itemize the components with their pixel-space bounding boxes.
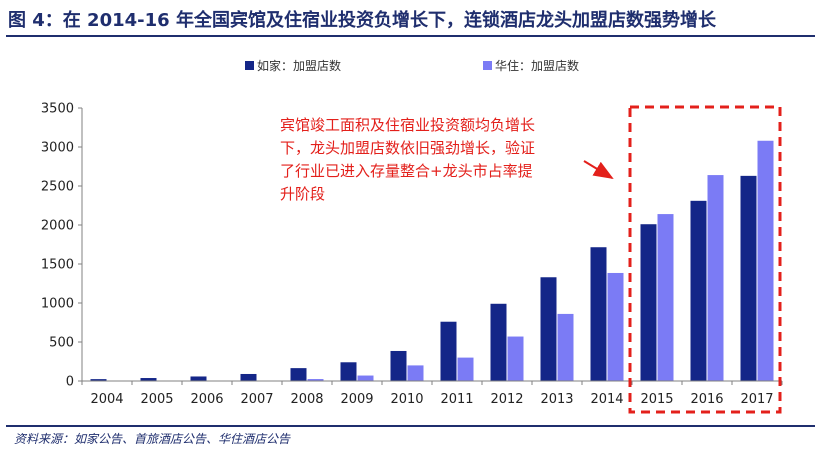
x-tick-label: 2007	[240, 392, 273, 407]
y-axis: 0 500 1000 1500 2000 2500 3000 3500	[41, 102, 83, 390]
y-tick-label: 2500	[41, 180, 74, 195]
x-tick-label: 2004	[90, 392, 123, 407]
legend-label: 如家：加盟店数	[257, 58, 341, 73]
x-tick-label: 2005	[140, 392, 173, 407]
bar-rujia	[140, 378, 157, 381]
y-tick-label: 500	[49, 336, 74, 351]
bars	[90, 140, 774, 381]
chart-title: 图 4：在 2014-16 年全国宾馆及住宿业投资负增长下，连锁酒店龙头加盟店数…	[8, 10, 716, 31]
y-tick-label: 3500	[41, 102, 74, 117]
bar-rujia	[690, 200, 707, 381]
legend-swatch	[245, 61, 254, 70]
bar-huazhu	[757, 140, 774, 381]
highlight-region	[583, 105, 782, 414]
x-tick-label: 2010	[390, 392, 423, 407]
x-tick-label: 2013	[540, 392, 573, 407]
y-tick-label: 0	[66, 375, 74, 390]
bar-huazhu	[307, 379, 324, 381]
bar-huazhu	[357, 375, 374, 381]
y-tick-label: 3000	[41, 141, 74, 156]
x-tick-label: 2015	[640, 392, 673, 407]
bar-huazhu	[457, 357, 474, 381]
source-note: 资料来源：如家公告、首旅酒店公告、华住酒店公告	[14, 432, 291, 446]
x-tick-label: 2006	[190, 392, 223, 407]
bar-rujia	[290, 368, 307, 381]
y-tick-label: 1000	[41, 297, 74, 312]
bar-rujia	[490, 303, 507, 381]
y-tick-label: 1500	[41, 258, 74, 273]
bar-rujia	[390, 350, 407, 381]
legend-swatch	[483, 61, 492, 70]
title-rule	[6, 35, 815, 37]
bar-rujia	[190, 376, 207, 381]
x-tick-label: 2008	[290, 392, 323, 407]
bar-rujia	[440, 321, 457, 381]
x-tick-label: 2014	[590, 392, 623, 407]
bar-huazhu	[607, 272, 624, 381]
annotation-arrow	[583, 160, 614, 180]
bar-huazhu	[557, 313, 574, 381]
x-axis: 2004 2005 2006 2007 2008 2009 2010 2011 2012 2013…	[81, 380, 783, 407]
x-tick-label: 2017	[740, 392, 773, 407]
bar-huazhu	[407, 365, 424, 381]
x-tick-label: 2011	[440, 392, 473, 407]
annotation-text: 宾馆竣工面积及住宿业投资额均负增长下，龙头加盟店数依旧强劲增长，验证了行业已进入…	[280, 116, 536, 203]
bar-huazhu	[657, 214, 674, 381]
footer-rule	[6, 425, 815, 427]
y-tick-label: 2000	[41, 219, 74, 234]
legend-label: 华住：加盟店数	[495, 58, 579, 73]
bar-huazhu	[507, 336, 524, 381]
x-tick-label: 2012	[490, 392, 523, 407]
highlight-box	[628, 105, 782, 414]
bar-rujia	[540, 277, 557, 381]
bar-rujia	[90, 379, 107, 381]
bar-rujia	[340, 362, 357, 381]
bar-rujia	[240, 373, 257, 381]
x-tick-label: 2016	[690, 392, 723, 407]
bar-huazhu	[707, 175, 724, 381]
bar-rujia	[640, 224, 657, 381]
bar-rujia	[590, 247, 607, 381]
legend: 如家：加盟店数 华住：加盟店数	[245, 58, 579, 73]
x-tick-label: 2009	[340, 392, 373, 407]
bar-rujia	[740, 175, 757, 381]
